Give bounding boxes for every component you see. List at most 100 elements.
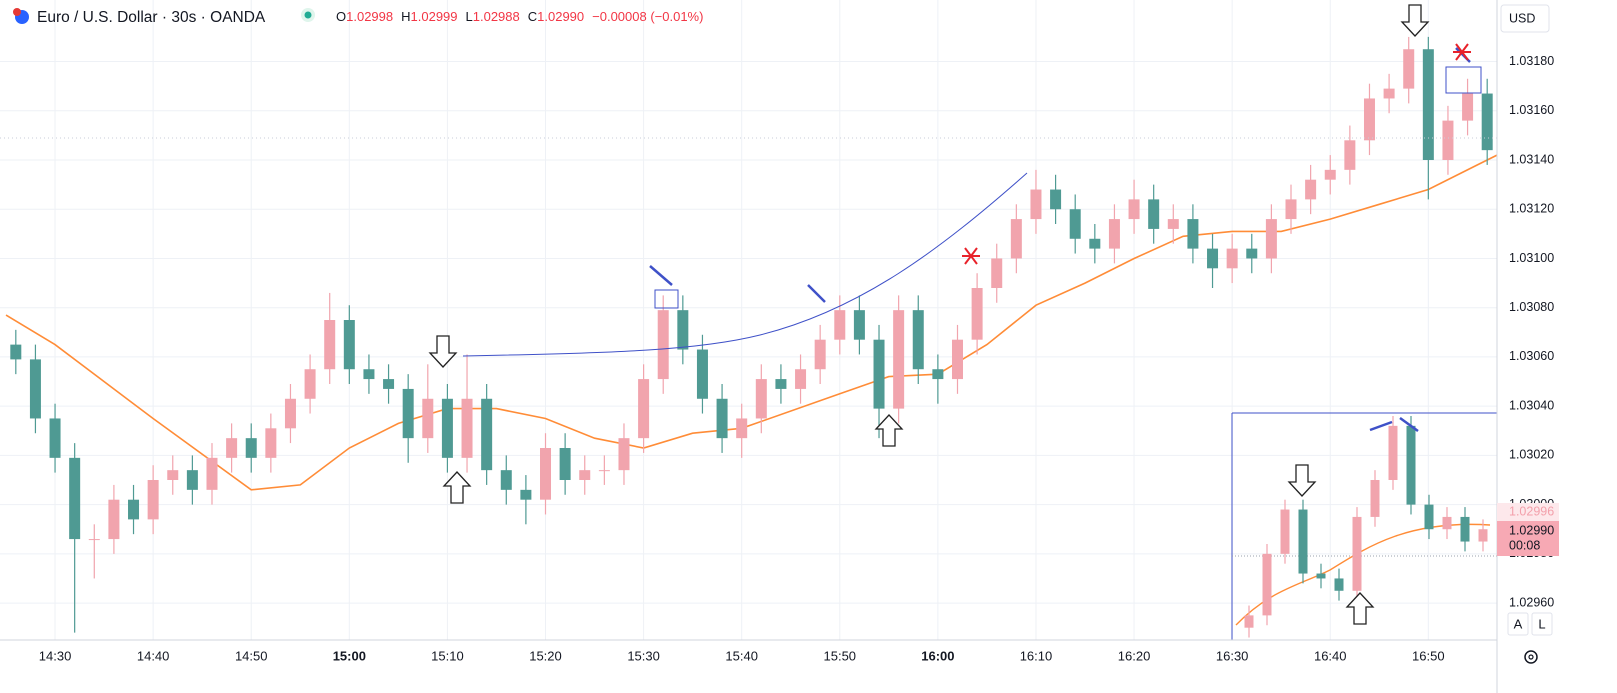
- candle-body: [932, 369, 944, 380]
- y-tick-label: 1.03080: [1509, 300, 1554, 314]
- change-value: −0.00008 (−0.01%): [592, 9, 703, 24]
- candle-body: [1316, 573, 1326, 579]
- candle-body: [559, 448, 571, 480]
- candle-body: [795, 369, 807, 389]
- candle-body: [284, 398, 296, 429]
- x-tick-label: 14:30: [39, 648, 72, 663]
- candle-body: [1167, 219, 1179, 229]
- candle-body: [677, 310, 689, 350]
- candle-body: [226, 438, 238, 458]
- x-tick-label: 15:40: [725, 648, 758, 663]
- grid-layer: [0, 0, 1497, 640]
- candle-body: [402, 388, 414, 439]
- x-tick-label: 15:50: [824, 648, 857, 663]
- candle-layer: [10, 36, 1493, 633]
- candle-body: [245, 438, 257, 458]
- candle-body: [1383, 88, 1395, 99]
- candle-body: [912, 310, 924, 370]
- candle-body: [441, 398, 453, 458]
- candle-body: [893, 310, 905, 409]
- candle-body: [1285, 199, 1297, 220]
- symbol-title: Euro / U.S. Dollar · 30s · OANDA: [37, 9, 266, 26]
- candle-body: [1128, 199, 1140, 220]
- y-tick-label: 1.03100: [1509, 251, 1554, 265]
- ohlc-value: 1.02999: [411, 9, 458, 24]
- y-tick-label: 1.03040: [1509, 398, 1554, 412]
- ohlc-values: O1.02998 H1.02999 L1.02988 C1.02990 −0.00008…: [336, 9, 703, 24]
- candle-body: [1262, 553, 1272, 616]
- ohlc-value: 1.02998: [346, 9, 393, 24]
- candle-body: [461, 398, 473, 458]
- candle-body: [343, 320, 355, 370]
- x-tick-label: 15:20: [529, 648, 562, 663]
- candle-body: [1460, 516, 1470, 542]
- y-tick-label: 1.03180: [1509, 54, 1554, 68]
- candle-body: [1069, 209, 1081, 239]
- candle-body: [598, 470, 610, 472]
- y-tick-label: 1.03140: [1509, 152, 1554, 166]
- candle-body: [206, 457, 218, 490]
- moving-average: [5, 154, 1498, 491]
- log-button[interactable]: [1531, 612, 1553, 636]
- candle-body: [1352, 516, 1362, 591]
- candle-body: [1481, 93, 1493, 151]
- candle-body: [1187, 219, 1199, 249]
- drawing-box: [1445, 66, 1482, 94]
- ohlc-value: 1.02990: [537, 9, 584, 24]
- x-tick-label: 16:20: [1118, 648, 1151, 663]
- candle-body: [1442, 120, 1454, 160]
- x-tick-label: 16:40: [1314, 648, 1347, 663]
- candle-body: [814, 339, 826, 370]
- candle-body: [1478, 529, 1488, 542]
- candle-body: [49, 418, 61, 458]
- auto-button[interactable]: [1507, 612, 1529, 636]
- candle-body: [500, 470, 512, 490]
- drawing-line: [807, 284, 826, 303]
- candle-body: [1050, 189, 1062, 210]
- currency-button[interactable]: [1500, 4, 1550, 33]
- candle-body: [69, 457, 81, 540]
- axis-layer: 1.029601.029801.030001.030201.030401.030…: [39, 54, 1554, 664]
- candle-body: [304, 369, 316, 399]
- price-axis: [1497, 0, 1617, 693]
- candle-body: [481, 398, 493, 471]
- candle-body: [167, 470, 179, 480]
- settings-button[interactable]: [1524, 650, 1538, 664]
- candle-body: [657, 310, 669, 380]
- status-dot: [304, 11, 312, 19]
- candle-body: [638, 379, 650, 439]
- countdown: 00:08: [1509, 538, 1540, 552]
- candle-body: [1388, 425, 1398, 480]
- star-marker: [1453, 43, 1471, 61]
- candle-body: [128, 499, 140, 520]
- x-tick-label: 14:50: [235, 648, 268, 663]
- candle-body: [1108, 219, 1120, 249]
- candle-body: [716, 398, 728, 439]
- candle-body: [540, 448, 552, 500]
- candle-body: [1010, 219, 1022, 259]
- close-price: 1.02990: [1509, 523, 1554, 537]
- candle-body: [618, 438, 630, 471]
- candle-body: [1207, 248, 1219, 269]
- last-price: 1.02996: [1509, 504, 1554, 518]
- candle-body: [1244, 615, 1254, 628]
- candle-body: [1422, 49, 1434, 160]
- candle-body: [10, 344, 22, 360]
- drawing-line: [649, 265, 673, 286]
- close-price-box: [1497, 521, 1559, 556]
- ma-layer: [5, 154, 1498, 491]
- candle-body: [755, 379, 767, 419]
- auto-label: A: [1514, 616, 1523, 631]
- candle-body: [265, 428, 277, 458]
- candle-body: [736, 418, 748, 439]
- candle-body: [696, 349, 708, 399]
- symbol-icon: [13, 8, 21, 16]
- candle-body: [1280, 509, 1290, 554]
- candle-body: [186, 470, 198, 490]
- drawing-line: [1369, 420, 1393, 432]
- candle-body: [383, 379, 395, 389]
- candle-body: [422, 398, 434, 439]
- y-tick-label: 1.03020: [1509, 448, 1554, 462]
- ohlc-label: L: [466, 9, 473, 24]
